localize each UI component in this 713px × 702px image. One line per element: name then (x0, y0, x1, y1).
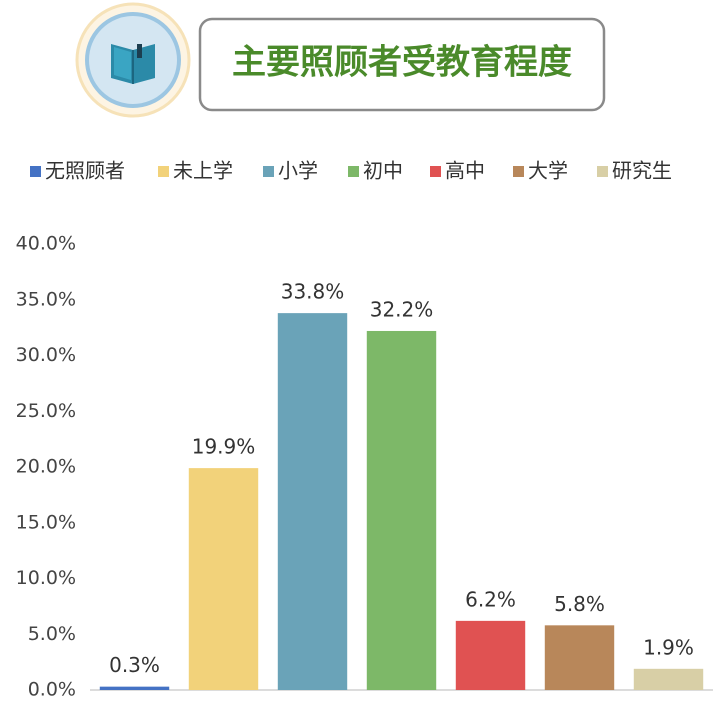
legend-label: 研究生 (612, 159, 672, 183)
legend-label: 大学 (528, 159, 568, 183)
legend-swatch (430, 166, 441, 177)
legend-label: 初中 (363, 159, 403, 183)
y-tick-label: 10.0% (16, 567, 76, 589)
y-tick-label: 40.0% (16, 233, 76, 255)
y-tick-label: 0.0% (28, 679, 76, 701)
bar (544, 625, 615, 690)
value-label: 0.3% (109, 653, 160, 677)
legend-swatch (263, 166, 274, 177)
y-tick-label: 20.0% (16, 456, 76, 478)
bar (455, 620, 526, 690)
value-label: 33.8% (281, 280, 345, 304)
value-label: 1.9% (643, 635, 694, 659)
y-tick-label: 35.0% (16, 288, 76, 310)
value-label: 6.2% (465, 587, 516, 611)
y-tick-label: 30.0% (16, 344, 76, 366)
value-label: 32.2% (370, 297, 434, 321)
y-tick-label: 25.0% (16, 400, 76, 422)
legend-swatch (30, 166, 41, 177)
bar (277, 313, 348, 690)
value-label: 19.9% (192, 435, 256, 459)
legend-label: 小学 (278, 159, 318, 183)
value-label: 5.8% (554, 592, 605, 616)
legend-label: 高中 (445, 159, 485, 183)
legend-swatch (158, 166, 169, 177)
y-tick-label: 5.0% (28, 623, 76, 645)
header-icon (75, 2, 191, 118)
legend-swatch (348, 166, 359, 177)
legend-label: 未上学 (173, 159, 233, 183)
bar (633, 668, 704, 690)
legend-label: 无照顾者 (45, 159, 125, 183)
bar (188, 468, 259, 690)
chart-title: 主要照顾者受教育程度 (232, 43, 572, 83)
y-tick-label: 15.0% (16, 511, 76, 533)
title-box (198, 17, 606, 112)
bar (366, 330, 437, 690)
legend-swatch (513, 166, 524, 177)
legend-swatch (597, 166, 608, 177)
bar (99, 686, 170, 690)
